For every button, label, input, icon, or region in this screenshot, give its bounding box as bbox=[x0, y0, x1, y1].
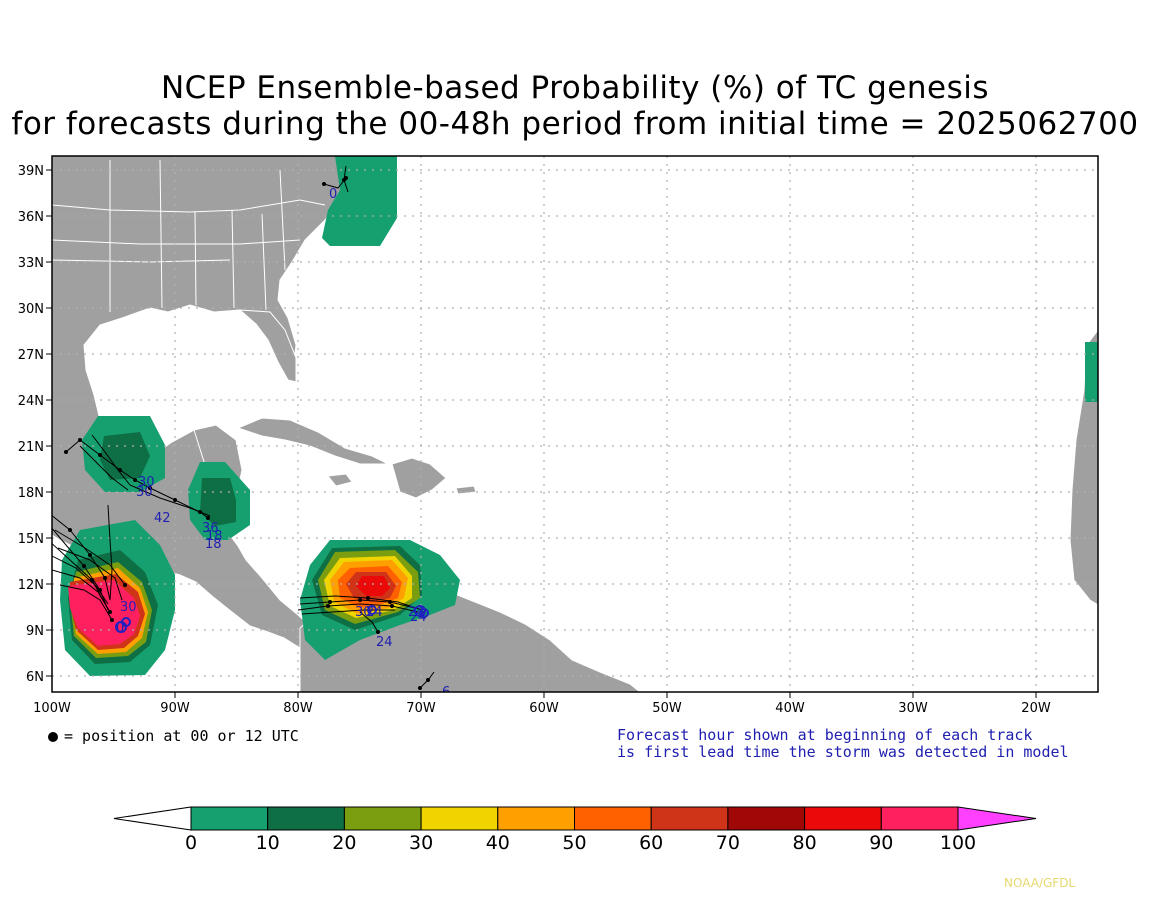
track-labels: 0 30 30 42 36 18 18 30 0 30 24 24 24 24 … bbox=[116, 187, 450, 700]
position-legend-text: = position at 00 or 12 UTC bbox=[64, 727, 299, 745]
storm-center-markers bbox=[115, 605, 429, 633]
genesis-prob-belize-inner bbox=[200, 478, 236, 526]
forecast-note-line1: Forecast hour shown at beginning of each… bbox=[617, 726, 1033, 744]
latitude-axis: 39N 36N 33N 30N 27N 24N 21N 18N 15N 12N … bbox=[18, 164, 44, 685]
lat-label: 15N bbox=[18, 532, 44, 547]
position-dot-icon bbox=[48, 731, 58, 742]
lon-label: 70W bbox=[406, 701, 436, 716]
genesis-prob-us-coast bbox=[322, 156, 397, 246]
state-borders bbox=[52, 159, 326, 312]
lat-label: 33N bbox=[18, 256, 44, 271]
track-label: 36 bbox=[202, 521, 219, 536]
map-title-line1: NCEP Ensemble-based Probability (%) of T… bbox=[160, 70, 990, 106]
lon-label: 40W bbox=[775, 701, 805, 716]
genesis-prob-carib-80 bbox=[356, 576, 390, 596]
track-label: 30 bbox=[138, 475, 155, 490]
track-label: 6 bbox=[442, 685, 450, 700]
forecast-note-line2: is first lead time the storm was detecte… bbox=[617, 743, 1069, 761]
track-label: 24 bbox=[410, 610, 427, 625]
track-label: 0 bbox=[116, 621, 124, 636]
position-marker-legend: = position at 00 or 12 UTC bbox=[48, 727, 299, 745]
genesis-prob-gulf-inner bbox=[100, 432, 150, 480]
lon-label: 30W bbox=[898, 701, 928, 716]
lon-label: 100W bbox=[33, 701, 71, 716]
lat-label: 21N bbox=[18, 440, 44, 455]
lon-label: 80W bbox=[283, 701, 313, 716]
track-label: 24 bbox=[376, 635, 393, 650]
jamaica-land bbox=[327, 473, 353, 487]
track-label: 18 bbox=[206, 529, 223, 544]
track-label: 42 bbox=[154, 511, 171, 526]
track-label: 0 bbox=[329, 187, 337, 202]
lat-label: 24N bbox=[18, 394, 44, 409]
lat-label: 36N bbox=[18, 210, 44, 225]
florida-land bbox=[238, 309, 297, 383]
lat-label: 30N bbox=[18, 302, 44, 317]
puerto-rico-land bbox=[455, 485, 477, 495]
forecast-hour-note: Forecast hour shown at beginning of each… bbox=[617, 727, 1069, 761]
lon-label: 90W bbox=[160, 701, 190, 716]
lon-label: 60W bbox=[529, 701, 559, 716]
lat-label: 12N bbox=[18, 578, 44, 593]
genesis-prob-africa bbox=[1085, 342, 1098, 402]
track-label: 18 bbox=[205, 537, 222, 552]
lat-ticks bbox=[46, 169, 52, 677]
lon-ticks bbox=[174, 692, 1037, 698]
lat-label: 39N bbox=[18, 164, 44, 179]
track-label: 30 bbox=[120, 600, 137, 615]
map-canvas: 0 30 30 42 36 18 18 30 0 30 24 24 24 24 … bbox=[52, 156, 1098, 700]
lat-label: 18N bbox=[18, 486, 44, 501]
credit-text: NOAA/GFDL bbox=[1004, 876, 1076, 890]
graticule bbox=[52, 156, 1098, 692]
cuba-land bbox=[236, 417, 389, 465]
lon-label: 20W bbox=[1021, 701, 1051, 716]
lon-label: 50W bbox=[652, 701, 682, 716]
lat-label: 9N bbox=[26, 624, 44, 639]
lat-label: 6N bbox=[26, 670, 44, 685]
hispaniola-land bbox=[391, 457, 447, 499]
longitude-axis: 100W 90W 80W 70W 60W 50W 40W 30W 20W bbox=[33, 701, 1051, 716]
map-title-line2: for forecasts during the 00-48h period f… bbox=[11, 106, 1139, 142]
map-frame bbox=[51, 155, 1099, 693]
track-label: 30 bbox=[136, 485, 153, 500]
lat-label: 27N bbox=[18, 348, 44, 363]
storm-positions bbox=[64, 176, 430, 690]
